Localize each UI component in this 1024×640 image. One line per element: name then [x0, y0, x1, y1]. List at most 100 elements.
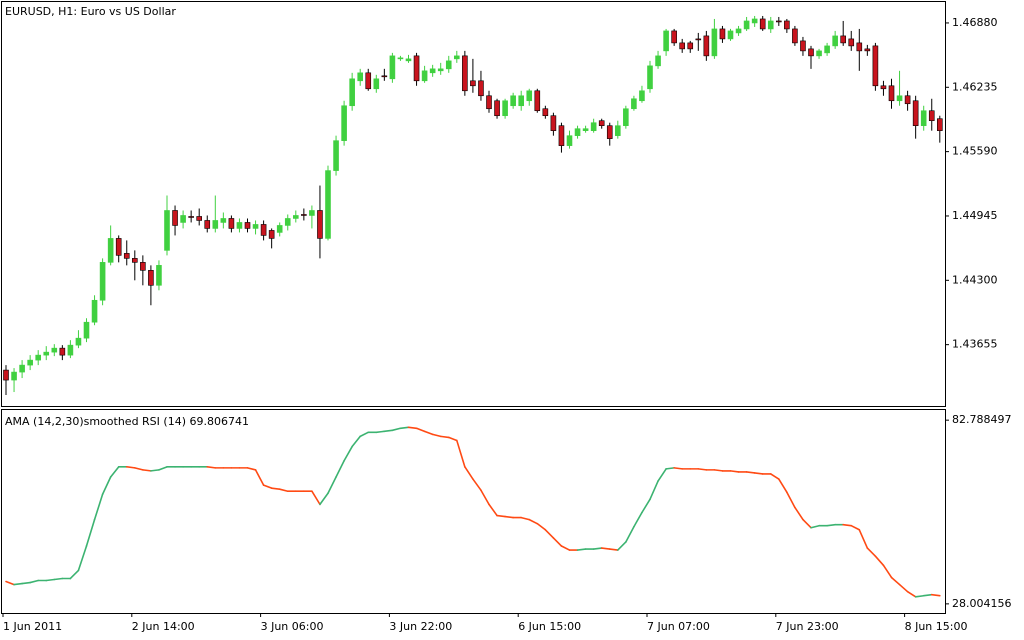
x-tick-label: 1 Jun 2011: [3, 620, 62, 633]
candle-body: [83, 321, 90, 339]
candle-body: [172, 210, 178, 226]
x-tick-label: 7 Jun 23:00: [776, 620, 839, 633]
indicator-segment: [262, 484, 273, 489]
candle-body: [107, 238, 114, 263]
indicator-segment: [423, 430, 434, 436]
candle-body: [180, 215, 186, 223]
candle-body: [445, 60, 452, 70]
indicator-segment: [488, 503, 498, 517]
candle-body: [19, 364, 25, 373]
indicator-segment: [673, 467, 684, 470]
candle-body: [775, 20, 782, 23]
candle-body: [751, 18, 758, 24]
candle-body: [462, 55, 468, 92]
indicator-segment: [29, 579, 40, 584]
indicator-segment: [150, 469, 160, 472]
y-tick-label: 1.46880: [952, 16, 998, 29]
candle-body: [325, 170, 331, 239]
indicator-segment: [592, 547, 603, 550]
indicator-segment: [745, 471, 756, 474]
candle-body: [639, 90, 645, 102]
candle-body: [880, 85, 887, 90]
candle-body: [236, 222, 243, 229]
candle-body: [534, 90, 541, 112]
indicator-segment: [431, 433, 442, 438]
indicator-segment: [464, 466, 474, 480]
candle-body: [494, 100, 500, 117]
indicator-segment: [327, 476, 337, 495]
indicator-segment: [45, 578, 56, 582]
candle-body: [268, 230, 275, 239]
candle-body: [784, 20, 790, 30]
indicator-segment: [158, 466, 168, 471]
indicator-segment: [665, 467, 675, 470]
indicator-segment: [125, 466, 136, 469]
indicator-segment: [576, 548, 587, 551]
candle-body: [357, 72, 364, 82]
candle-body: [606, 125, 613, 139]
candle-body: [518, 95, 525, 107]
candle-body: [856, 42, 863, 52]
candle-body: [220, 218, 227, 223]
candle-body: [292, 215, 299, 219]
indicator-segment: [616, 541, 627, 551]
indicator-segment: [254, 469, 265, 486]
y-tick-label: 1.44945: [952, 209, 998, 222]
indicator-segment: [608, 548, 619, 551]
candle-body: [800, 40, 806, 52]
candle-body: [373, 78, 380, 90]
indicator-segment: [383, 429, 394, 433]
candle-body: [671, 30, 677, 44]
candle-body: [333, 140, 339, 171]
candle-body: [759, 18, 766, 30]
candle-body: [27, 359, 33, 366]
indicator-segment: [625, 525, 635, 543]
indicator-segment: [906, 590, 917, 598]
indicator-segment: [351, 435, 362, 448]
indicator-segment: [850, 524, 861, 531]
candle-body: [727, 30, 734, 40]
indicator-segment: [649, 480, 659, 501]
candle-body: [936, 118, 943, 131]
candle-body: [349, 78, 355, 107]
candle-body: [735, 28, 742, 34]
indicator-segment: [278, 488, 289, 493]
indicator-segment: [415, 427, 426, 433]
y-tick-label: 1.46235: [952, 80, 998, 93]
candle-body: [429, 68, 436, 74]
indicator-segment: [552, 537, 563, 547]
indicator-segment: [882, 564, 893, 579]
indicator-segment: [600, 547, 611, 550]
indicator-segment: [53, 577, 64, 581]
indicator-segment: [777, 478, 788, 494]
indicator-segment: [455, 439, 466, 468]
candle-body: [840, 35, 847, 44]
candle-body: [928, 110, 935, 122]
candle-body: [260, 224, 267, 236]
indicator-segment: [930, 593, 941, 597]
candle-body: [598, 120, 605, 126]
indicator-segment: [109, 466, 120, 478]
x-tick-label: 3 Jun 06:00: [261, 620, 324, 633]
candle-body: [743, 20, 750, 30]
candle-body: [679, 42, 686, 50]
indicator-segment: [504, 515, 514, 519]
candle-body: [67, 344, 74, 356]
candle-body: [792, 28, 798, 44]
candle-body: [623, 108, 629, 126]
indicator-segment: [5, 580, 15, 586]
indicator-segment: [206, 466, 217, 469]
candle-body: [188, 216, 194, 218]
candle-body: [437, 68, 444, 72]
candle-body: [341, 105, 347, 141]
price-pane: [1, 1, 946, 407]
indicator-segment: [544, 528, 555, 539]
candle-body: [164, 210, 170, 251]
candle-body: [51, 347, 58, 353]
indicator-segment: [866, 547, 877, 557]
indicator-segment: [890, 576, 901, 586]
candle-body: [389, 55, 396, 80]
candle-body: [526, 90, 533, 102]
candle-body: [502, 100, 508, 117]
indicator-title: AMA (14,2,30)smoothed RSI (14) 69.806741: [5, 415, 249, 428]
